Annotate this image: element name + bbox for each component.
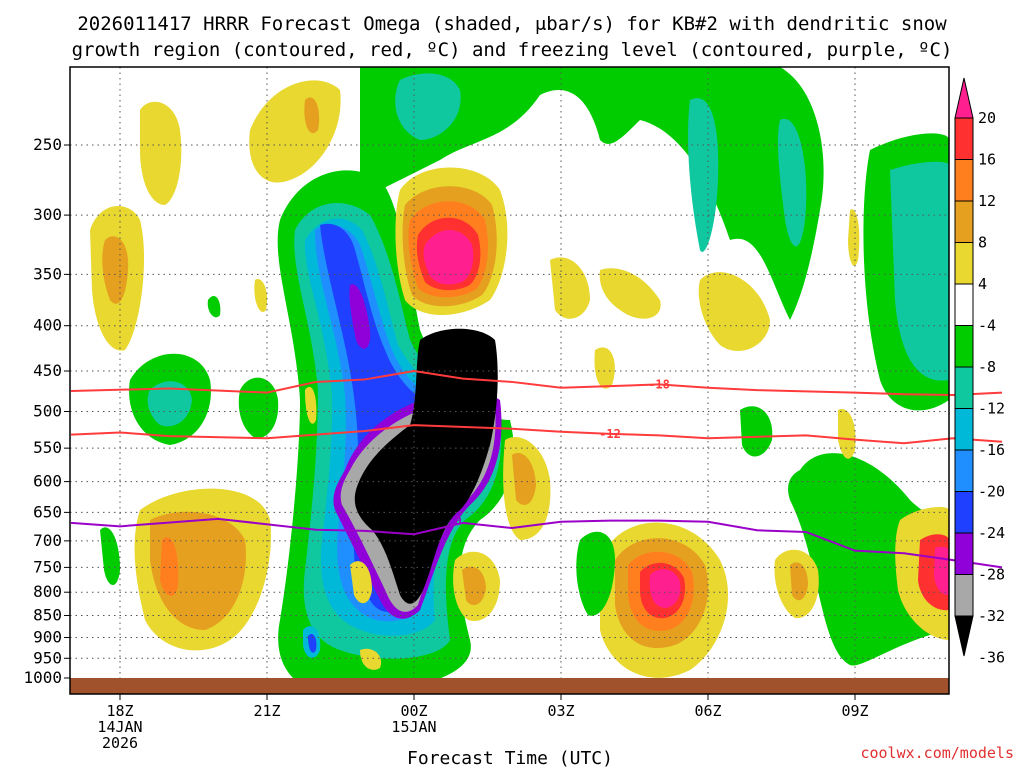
colorbar-label: -12 xyxy=(978,400,1005,418)
colorbar-label: -24 xyxy=(978,524,1005,542)
colorbar-swatch xyxy=(954,532,974,575)
colorbar-arrow-top xyxy=(954,77,974,119)
omega-core-black xyxy=(354,328,498,604)
gridlines xyxy=(70,67,949,694)
colorbar-label: -4 xyxy=(978,317,996,335)
y-tick-label: 400 xyxy=(33,316,62,335)
y-tick-label: 950 xyxy=(33,648,62,667)
colorbar-swatch xyxy=(954,408,974,451)
colorbar-label: -32 xyxy=(978,607,1005,625)
y-tick-label: 850 xyxy=(33,606,62,625)
ground-strip xyxy=(70,678,949,694)
colorbar-label: -16 xyxy=(978,441,1005,459)
y-tick-label: 450 xyxy=(33,361,62,380)
colorbar-swatch xyxy=(954,449,974,492)
colorbar-swatch xyxy=(954,325,974,368)
colorbar-label: 20 xyxy=(978,109,996,127)
contour-dgz-18 xyxy=(70,369,1003,397)
contour-label-freezing-level: 0 xyxy=(454,514,461,528)
colorbar-label: -8 xyxy=(978,358,996,376)
y-axis: 250 300 350 400 450 500 550 600 650 700 750 800 850 9… xyxy=(23,135,70,687)
colorbar-label: -20 xyxy=(978,483,1005,501)
x-tick-label: 2026 xyxy=(102,734,138,752)
x-tick-label: 00Z xyxy=(400,702,427,720)
y-tick-label: 700 xyxy=(33,531,62,550)
colorbar: 20 16 12 8 4 -4 -8 -12 -16 -20 -24 -28 -32 -36 xyxy=(954,77,1005,667)
contour-label-dgz-18: -18 xyxy=(648,377,670,391)
x-tick-label: 09Z xyxy=(841,702,868,720)
colorbar-label: 12 xyxy=(978,192,996,210)
chart-title-line2: growth region (contoured, red, ºC) and f… xyxy=(72,39,953,61)
contour-label-dgz-12: -12 xyxy=(599,427,621,441)
colorbar-swatch xyxy=(954,283,974,326)
x-tick-label: 18Z xyxy=(106,702,133,720)
plot-frame xyxy=(69,66,950,695)
y-tick-label: 900 xyxy=(33,627,62,646)
y-tick-label: 550 xyxy=(33,438,62,457)
colorbar-swatch xyxy=(954,242,974,285)
contour-dgz-12 xyxy=(70,424,1003,445)
omega-shading xyxy=(70,67,949,694)
x-tick-label: 03Z xyxy=(547,702,574,720)
y-tick-label: 500 xyxy=(33,402,62,421)
colorbar-swatch xyxy=(954,366,974,409)
chart-title-line1: 2026011417 HRRR Forecast Omega (shaded, … xyxy=(77,13,947,35)
colorbar-arrow-bottom xyxy=(954,615,974,657)
y-tick-label: 650 xyxy=(33,502,62,521)
x-tick-label: 06Z xyxy=(694,702,721,720)
y-tick-label: 300 xyxy=(33,205,62,224)
y-tick-label: 1000 xyxy=(23,668,62,687)
x-tick-label: 15JAN xyxy=(391,718,436,736)
x-axis-label: Forecast Time (UTC) xyxy=(407,748,613,768)
y-tick-label: 800 xyxy=(33,582,62,601)
colorbar-label: 8 xyxy=(978,234,987,252)
x-tick-label: 21Z xyxy=(253,702,280,720)
y-tick-label: 750 xyxy=(33,557,62,576)
contour-freezing-level xyxy=(70,517,1003,569)
colorbar-label: -36 xyxy=(978,649,1005,667)
y-tick-label: 600 xyxy=(33,472,62,491)
colorbar-swatch xyxy=(954,117,974,160)
x-tick-label: 14JAN xyxy=(97,718,142,736)
source-credit[interactable]: coolwx.com/models xyxy=(860,744,1014,762)
contour-lines: -18 -12 0 xyxy=(70,369,1003,569)
colorbar-swatch xyxy=(954,491,974,534)
colorbar-label: -28 xyxy=(978,566,1005,584)
colorbar-swatch xyxy=(954,159,974,202)
colorbar-swatch xyxy=(954,200,974,243)
colorbar-swatch xyxy=(954,574,974,617)
y-tick-label: 350 xyxy=(33,264,62,283)
colorbar-label: 16 xyxy=(978,151,996,169)
colorbar-label: 4 xyxy=(978,275,987,293)
y-tick-label: 250 xyxy=(33,135,62,154)
